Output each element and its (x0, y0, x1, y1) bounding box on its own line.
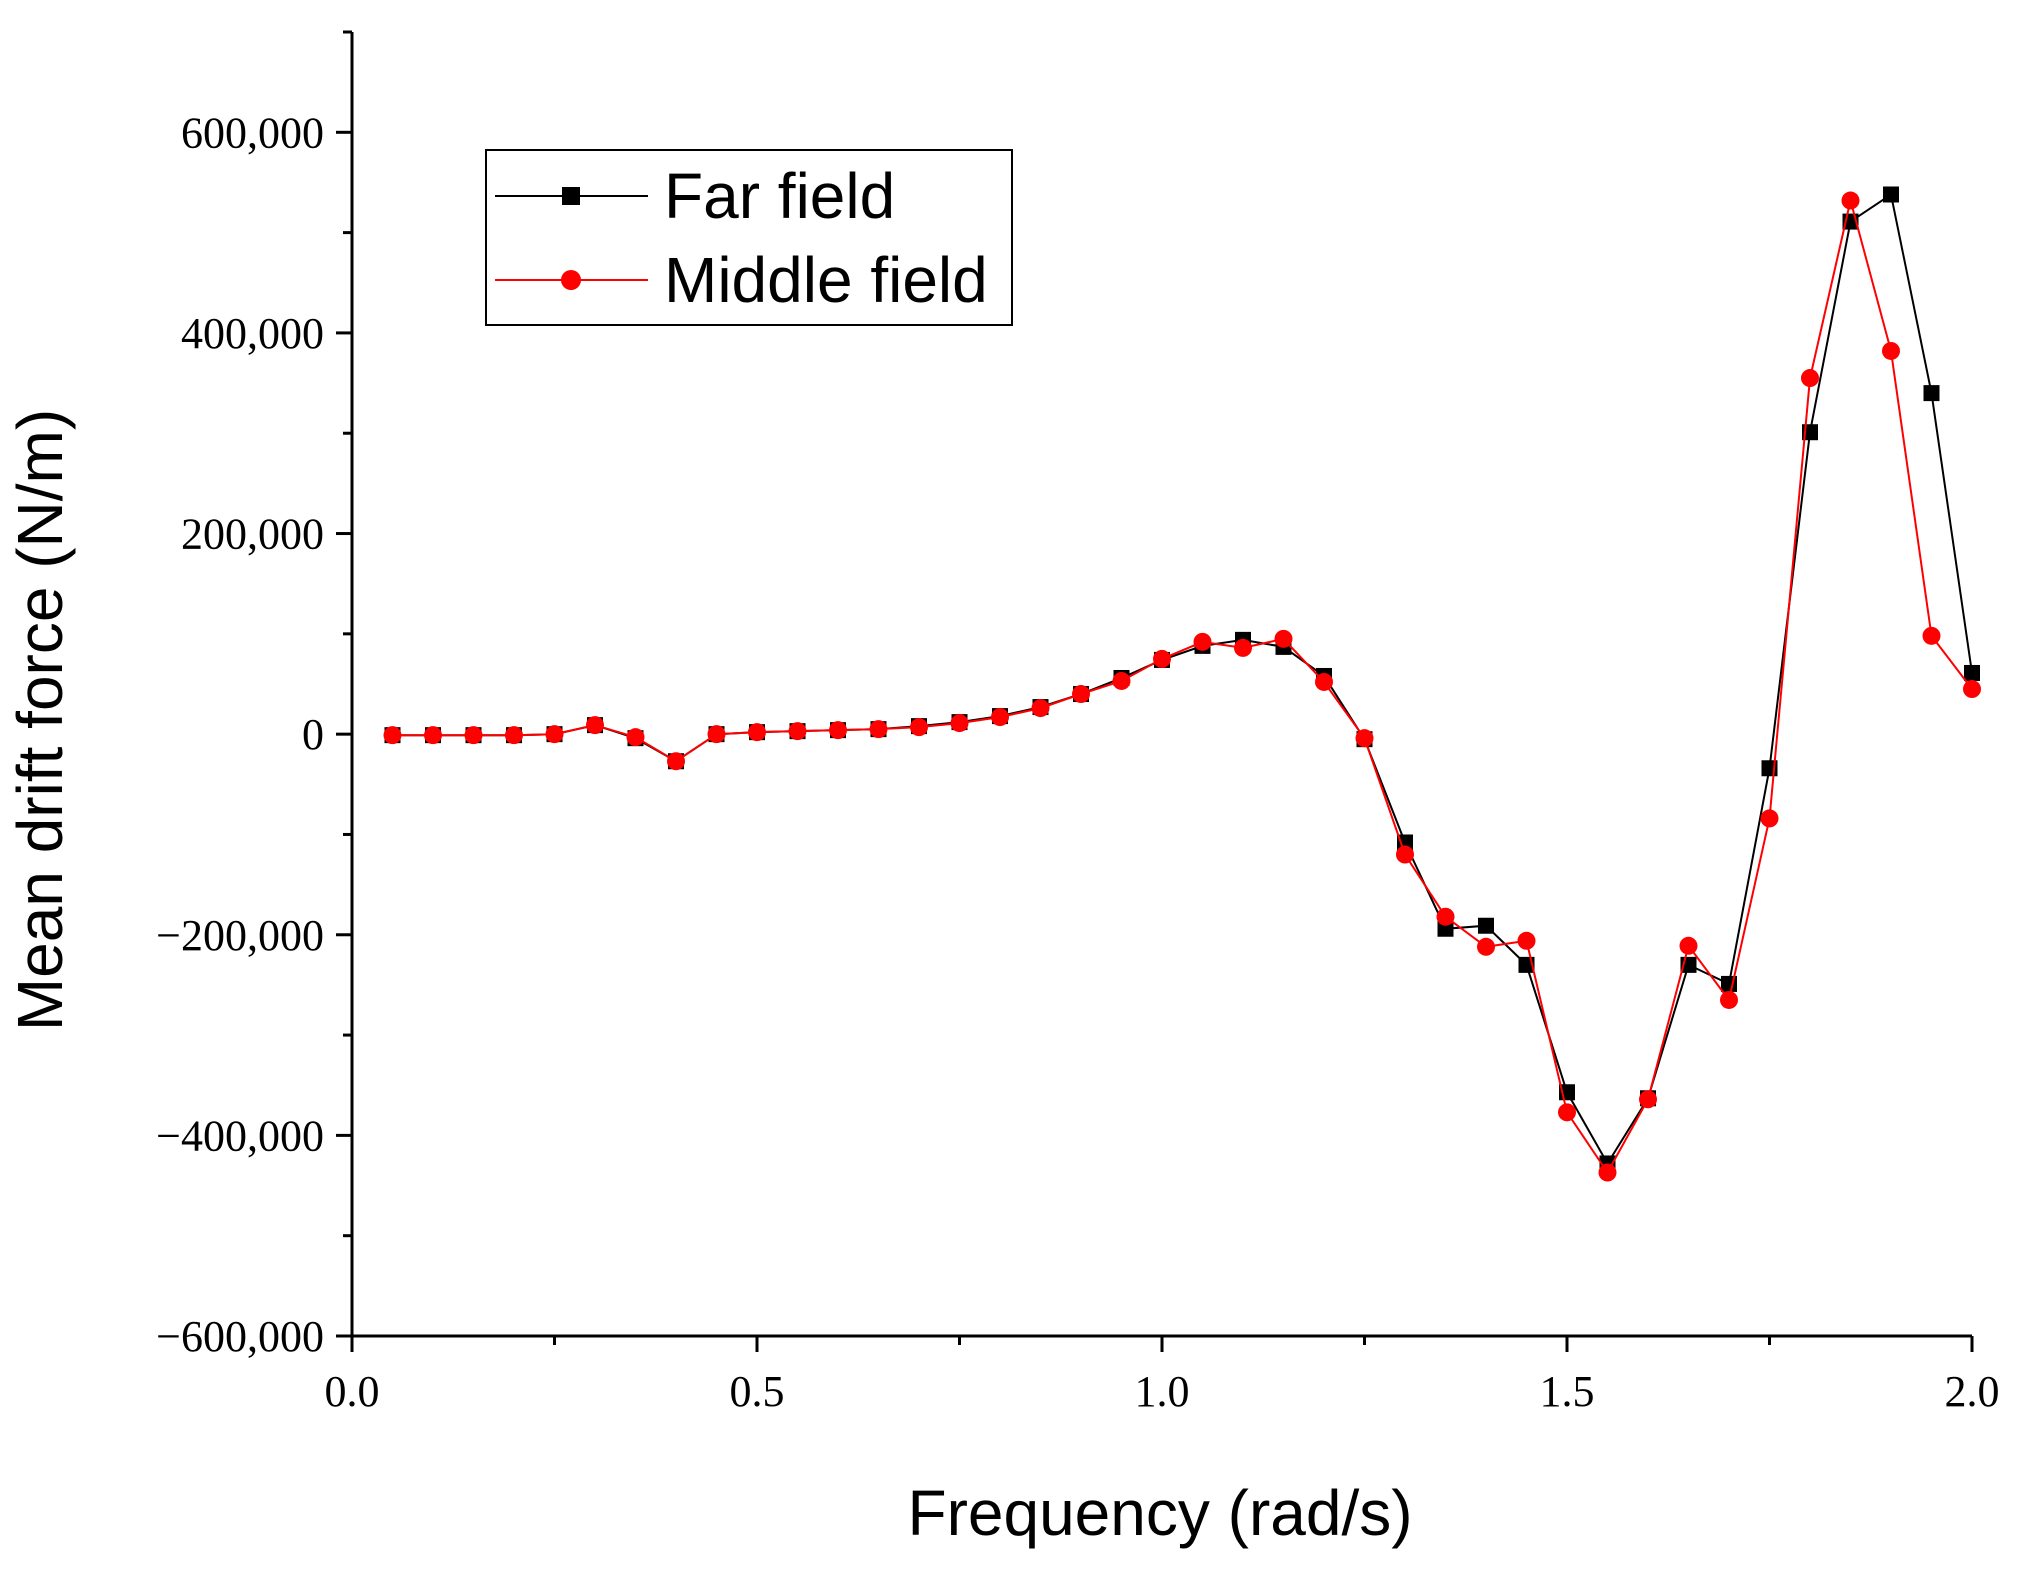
x-axis-title: Frequency (rad/s) (907, 1477, 1412, 1549)
data-point-middle-field (1517, 931, 1536, 950)
data-point-middle-field (829, 721, 847, 740)
y-tick-label: 600,000 (181, 108, 324, 157)
data-point-middle-field (910, 718, 928, 737)
data-point-middle-field (1882, 341, 1900, 360)
legend-label-far-field: Far field (664, 160, 895, 232)
data-point-far-field (1923, 385, 1940, 402)
data-point-middle-field (464, 726, 483, 745)
data-point-middle-field (1477, 937, 1495, 956)
legend-box (485, 149, 1013, 326)
data-point-far-field (1883, 186, 1899, 203)
data-point-middle-field (505, 726, 523, 745)
data-point-middle-field (950, 714, 969, 733)
data-point-middle-field (748, 723, 766, 742)
y-axis-title: Mean drift force (N/m) (4, 409, 76, 1031)
data-point-middle-field (1153, 649, 1171, 668)
plot-series (383, 186, 1981, 1182)
x-tick-label: 1.5 (1540, 1367, 1595, 1416)
y-tick-label: −400,000 (156, 1111, 324, 1160)
data-point-middle-field (707, 725, 726, 744)
legend-marker-middle-field (561, 270, 581, 290)
data-point-middle-field (1558, 1103, 1576, 1122)
data-point-middle-field (383, 726, 402, 745)
data-point-middle-field (1031, 699, 1050, 718)
data-point-middle-field (1234, 638, 1252, 657)
data-point-middle-field (1396, 845, 1414, 864)
legend-label-middle-field: Middle field (664, 244, 988, 316)
x-axis: 0.0 0.5 1.0 1.5 2.0 (325, 1334, 2000, 1416)
data-point-middle-field (1274, 629, 1293, 648)
y-tick-label: 0 (302, 710, 324, 759)
data-point-middle-field (1355, 729, 1374, 748)
series-line-far-field (392, 192, 1973, 1166)
data-point-middle-field (626, 728, 645, 747)
data-point-middle-field (1315, 672, 1333, 691)
data-point-far-field (1964, 664, 1980, 681)
data-point-middle-field (545, 725, 564, 744)
x-tick-label: 0.0 (325, 1367, 380, 1416)
data-point-middle-field (424, 726, 442, 745)
data-point-middle-field (1639, 1090, 1657, 1109)
data-point-middle-field (1679, 936, 1698, 955)
data-point-middle-field (586, 716, 604, 735)
data-point-middle-field (1720, 990, 1738, 1009)
data-point-middle-field (1801, 369, 1819, 388)
data-point-middle-field (1436, 907, 1455, 926)
x-tick-label: 2.0 (1945, 1367, 2000, 1416)
data-point-middle-field (667, 752, 685, 771)
y-tick-label: −200,000 (156, 911, 324, 960)
data-point-middle-field (1193, 632, 1212, 651)
data-point-middle-field (1598, 1163, 1617, 1182)
x-tick-label: 1.0 (1135, 1367, 1190, 1416)
data-point-middle-field (1112, 671, 1131, 690)
data-point-far-field (1478, 917, 1494, 934)
data-point-middle-field (991, 708, 1009, 727)
data-point-middle-field (1841, 191, 1860, 210)
data-point-middle-field (1922, 626, 1941, 645)
data-point-middle-field (869, 720, 888, 739)
series-line-middle-field (392, 200, 1973, 1175)
legend-marker-far-field (562, 187, 580, 205)
data-point-middle-field (1963, 680, 1981, 699)
data-point-middle-field (788, 722, 807, 741)
legend: Far field Middle field (485, 149, 1013, 326)
data-point-middle-field (1760, 809, 1779, 828)
data-point-middle-field (1072, 685, 1090, 704)
y-tick-label: −600,000 (156, 1312, 324, 1361)
y-axis: −600,000 −400,000 −200,000 0 200,000 400,000 6… (156, 30, 354, 1361)
y-tick-label: 400,000 (181, 309, 324, 358)
y-tick-label: 200,000 (181, 510, 324, 559)
x-tick-label: 0.5 (730, 1367, 785, 1416)
